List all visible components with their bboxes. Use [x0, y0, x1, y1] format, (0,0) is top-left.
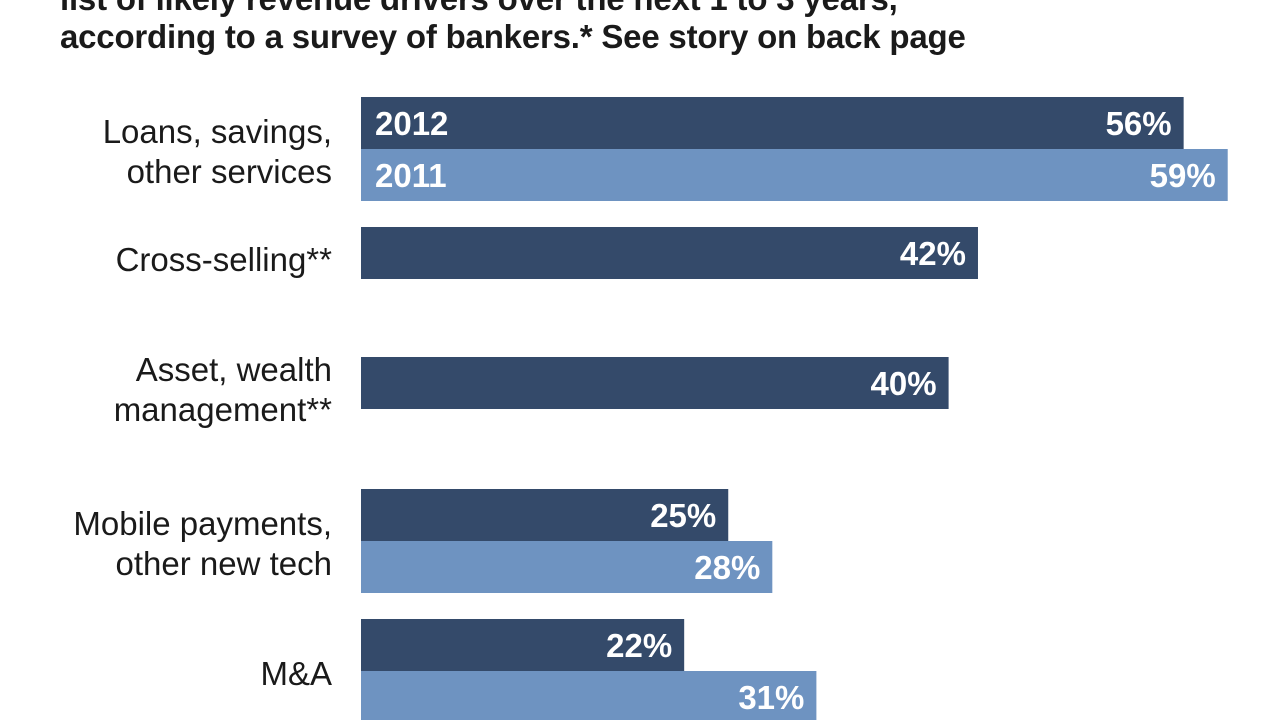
category-label: Asset, wealth management** — [114, 350, 332, 430]
bar-2011 — [361, 541, 773, 593]
category-label: Loans, savings, other services — [103, 112, 332, 192]
bar-2012 — [361, 357, 949, 409]
bar-value-label: 40% — [871, 365, 937, 402]
bar-2012 — [361, 227, 978, 279]
bar-value-label: 31% — [738, 679, 804, 716]
category-label-line: Cross-selling** — [115, 241, 332, 278]
bar-2011 — [361, 671, 817, 720]
bar-2012 — [361, 489, 729, 541]
category-label-line: Asset, wealth — [135, 351, 332, 388]
bar-value-label: 56% — [1106, 105, 1172, 142]
category-label-line: management** — [113, 391, 332, 428]
bar-value-label: 25% — [650, 497, 716, 534]
bar-2012 — [361, 97, 1184, 149]
category-label-line: other services — [126, 153, 332, 190]
bar-value-label: 22% — [606, 627, 672, 664]
category-label-line: other new tech — [115, 545, 332, 582]
category-label-line: Mobile payments, — [73, 505, 332, 542]
category-label: Cross-selling** — [116, 240, 332, 280]
chart-subtitle-line-1: list of likely revenue drivers over the … — [60, 0, 898, 18]
category-label-line: M&A — [260, 655, 332, 692]
bar-2012 — [361, 619, 685, 671]
chart-subtitle-line-2: according to a survey of bankers.* See s… — [60, 18, 966, 55]
category-label: M&A — [260, 654, 332, 694]
bar-2011 — [361, 149, 1228, 201]
series-label-2012: 2012 — [375, 105, 448, 142]
bar-value-label: 59% — [1150, 157, 1216, 194]
series-label-2011: 2011 — [375, 157, 447, 194]
category-label: Mobile payments, other new tech — [73, 504, 332, 584]
bar-value-label: 42% — [900, 235, 966, 272]
bar-value-label: 28% — [694, 549, 760, 586]
category-label-line: Loans, savings, — [102, 113, 332, 150]
